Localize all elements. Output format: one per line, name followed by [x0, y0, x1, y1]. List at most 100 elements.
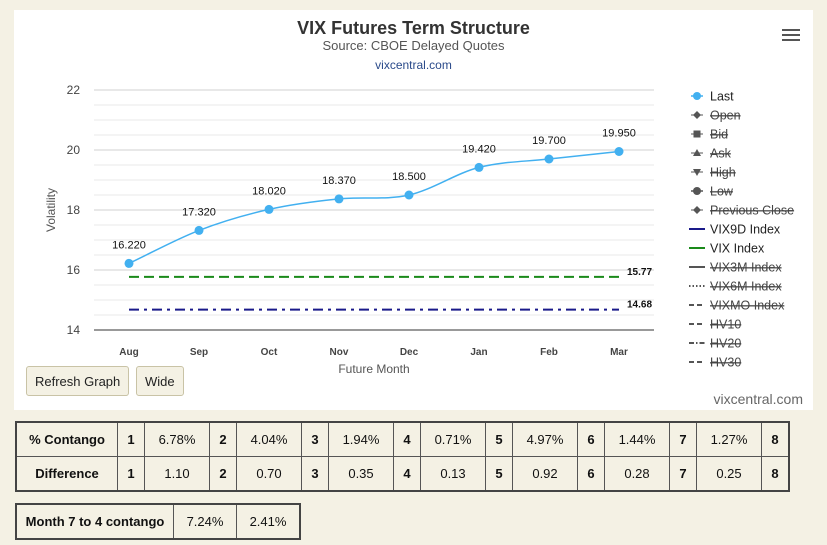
row-label: % Contango [15, 421, 118, 457]
legend-item-low[interactable]: Low [710, 185, 734, 199]
month-number: 2 [209, 421, 237, 457]
x-tick-label: Dec [400, 347, 419, 358]
month-contango-value: 2.41% [236, 503, 301, 540]
y-axis-title: Volatility [44, 188, 58, 232]
x-tick-label: Oct [261, 347, 278, 358]
contango-value: 1.10 [144, 456, 210, 492]
month-number: 7 [669, 456, 697, 492]
data-label: 19.700 [532, 135, 566, 147]
contango-value: 0.25 [696, 456, 762, 492]
row-label: Difference [15, 456, 118, 492]
y-tick-label: 14 [67, 323, 81, 337]
source-link[interactable]: vixcentral.com [375, 58, 452, 72]
data-label: 19.420 [462, 143, 496, 155]
contango-value: 1.94% [328, 421, 394, 457]
legend-item-hv10[interactable]: HV10 [710, 318, 741, 332]
legend-symbol [693, 149, 701, 156]
index-label: 15.77 [627, 267, 652, 278]
term-structure-chart: 14 16 18 20 22 Aug Sep Oct Nov Dec Jan Feb Mar Future… [44, 83, 794, 376]
month-number: 5 [485, 456, 513, 492]
data-label: 18.020 [252, 185, 286, 197]
data-label: 19.950 [602, 128, 636, 140]
legend-symbol [693, 169, 701, 176]
data-label: 18.370 [322, 175, 356, 187]
data-point [264, 204, 274, 214]
x-tick-label: Aug [119, 347, 138, 358]
x-tick-label: Mar [610, 347, 628, 358]
month-number: 3 [301, 421, 329, 457]
legend-symbol [693, 130, 701, 138]
data-point [474, 162, 484, 172]
x-tick-label: Jan [470, 347, 487, 358]
month-number: 4 [393, 456, 421, 492]
month-number: 1 [117, 456, 145, 492]
month-number: 6 [577, 421, 605, 457]
month-number: 8 [761, 421, 790, 457]
legend-symbol [693, 187, 701, 195]
contango-row: Difference 1 1.10 2 0.70 3 0.35 4 0.13 5 0.92 6 0.28… [15, 456, 790, 492]
contango-value: 4.97% [512, 421, 578, 457]
index-label: 14.68 [627, 300, 652, 311]
legend-item-previous-close[interactable]: Previous Close [710, 204, 794, 218]
month-number: 7 [669, 421, 697, 457]
contango-value: 1.27% [696, 421, 762, 457]
month-contango-value: 7.24% [173, 503, 237, 540]
contango-table: % Contango 1 6.78% 2 4.04% 3 1.94% 4 0.71% 5 4.97%… [15, 421, 790, 492]
hamburger-menu-icon[interactable] [782, 27, 800, 41]
legend-item-vix9d-index[interactable]: VIX9D Index [710, 223, 781, 237]
legend-item-open[interactable]: Open [710, 109, 741, 123]
y-tick-label: 20 [67, 143, 81, 157]
legend-item-vixmo-index[interactable]: VIXMO Index [710, 299, 785, 313]
contango-row: % Contango 1 6.78% 2 4.04% 3 1.94% 4 0.71% 5 4.97%… [15, 421, 790, 457]
y-tick-label: 22 [67, 83, 81, 97]
legend-item-vix3m-index[interactable]: VIX3M Index [710, 261, 782, 275]
legend-item-vix6m-index[interactable]: VIX6M Index [710, 280, 782, 294]
x-tick-label: Feb [540, 347, 558, 358]
legend-item-high[interactable]: High [710, 166, 736, 180]
data-point [544, 154, 554, 164]
data-label: 16.220 [112, 239, 146, 251]
month-number: 4 [393, 421, 421, 457]
legend-symbol [693, 111, 701, 119]
legend-item-hv30[interactable]: HV30 [710, 356, 741, 370]
month-number: 3 [301, 456, 329, 492]
legend-item-last[interactable]: Last [710, 90, 734, 104]
y-tick-label: 16 [67, 263, 81, 277]
contango-value: 0.13 [420, 456, 486, 492]
contango-value: 0.70 [236, 456, 302, 492]
month-contango-table: Month 7 to 4 contango 7.24% 2.41% [15, 503, 301, 540]
month-number: 2 [209, 456, 237, 492]
contango-value: 6.78% [144, 421, 210, 457]
legend-item-ask[interactable]: Ask [710, 147, 732, 161]
contango-value: 1.44% [604, 421, 670, 457]
legend-item-vix-index[interactable]: VIX Index [710, 242, 765, 256]
contango-value: 0.92 [512, 456, 578, 492]
month-number: 5 [485, 421, 513, 457]
x-tick-label: Sep [190, 347, 208, 358]
month-contango-label: Month 7 to 4 contango [15, 503, 174, 540]
contango-value: 0.71% [420, 421, 486, 457]
legend-item-bid[interactable]: Bid [710, 128, 728, 142]
data-point [404, 190, 414, 200]
y-tick-label: 18 [67, 203, 81, 217]
chart-panel: 14 16 18 20 22 Aug Sep Oct Nov Dec Jan Feb Mar Future… [14, 10, 813, 410]
legend-symbol [693, 206, 701, 214]
data-label: 18.500 [392, 171, 426, 183]
chart-subtitle: Source: CBOE Delayed Quotes [322, 38, 505, 53]
credit-text[interactable]: vixcentral.com [713, 391, 803, 407]
legend-item-hv20[interactable]: HV20 [710, 337, 741, 351]
data-point [194, 225, 204, 235]
data-label: 17.320 [182, 206, 216, 218]
data-point [334, 194, 344, 204]
wide-button[interactable]: Wide [136, 366, 184, 396]
chart-title: VIX Futures Term Structure [297, 18, 530, 38]
month-number: 6 [577, 456, 605, 492]
legend-symbol [693, 92, 701, 100]
x-tick-label: Nov [330, 347, 349, 358]
month-number: 1 [117, 421, 145, 457]
month-number: 8 [761, 456, 790, 492]
last-series-line [128, 150, 620, 265]
refresh-graph-button[interactable]: Refresh Graph [26, 366, 130, 396]
x-axis-title: Future Month [338, 362, 409, 376]
data-point [124, 258, 134, 268]
